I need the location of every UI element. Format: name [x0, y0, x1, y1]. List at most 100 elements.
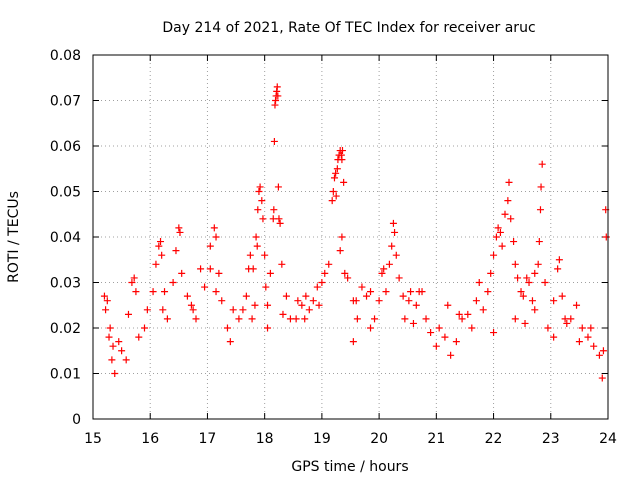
- data-point: [212, 288, 220, 296]
- data-point: [352, 297, 360, 305]
- data-point: [452, 338, 460, 346]
- data-point: [325, 260, 333, 268]
- data-point: [578, 324, 586, 332]
- data-point: [407, 288, 415, 296]
- data-point: [363, 292, 371, 300]
- data-point: [523, 274, 531, 282]
- data-point: [130, 274, 138, 282]
- data-point: [338, 156, 346, 164]
- data-point: [375, 297, 383, 305]
- data-point: [344, 274, 352, 282]
- data-point: [458, 315, 466, 323]
- data-point: [392, 251, 400, 259]
- data-point: [141, 324, 148, 332]
- y-tick-label: 0.01: [50, 367, 81, 383]
- data-point: [595, 351, 603, 359]
- data-point: [484, 288, 492, 296]
- x-tick-label: 24: [599, 431, 617, 447]
- data-point: [550, 297, 558, 305]
- y-tick-label: 0.07: [50, 94, 81, 110]
- data-point: [349, 338, 357, 346]
- data-point: [507, 215, 515, 223]
- data-point: [103, 297, 111, 305]
- data-point: [490, 251, 498, 259]
- data-point: [541, 279, 549, 286]
- data-point: [242, 292, 250, 300]
- data-point: [358, 283, 366, 291]
- data-point: [517, 288, 525, 296]
- data-point: [318, 279, 326, 286]
- x-tick-label: 23: [542, 431, 560, 447]
- data-point: [254, 206, 262, 214]
- data-point: [266, 269, 274, 277]
- data-point: [258, 197, 266, 205]
- data-point: [444, 301, 452, 309]
- data-point: [412, 301, 420, 309]
- data-point: [521, 319, 529, 327]
- data-point: [105, 333, 113, 341]
- data-point: [315, 301, 323, 309]
- data-point: [158, 251, 166, 259]
- data-point: [159, 306, 167, 314]
- data-point: [505, 178, 513, 186]
- data-point: [132, 288, 140, 296]
- data-point: [598, 374, 606, 382]
- data-point: [169, 279, 177, 286]
- data-point: [215, 269, 223, 277]
- y-tick-label: 0.04: [50, 230, 81, 246]
- data-point: [163, 315, 171, 323]
- chart-title: Day 214 of 2021, Rate Of TEC Index for r…: [162, 20, 535, 36]
- data-point: [155, 242, 163, 250]
- data-point: [367, 288, 375, 296]
- data-point: [544, 324, 552, 332]
- data-point: [573, 301, 581, 309]
- data-point: [253, 242, 261, 250]
- x-tick-label: 19: [313, 431, 331, 447]
- data-point: [294, 297, 302, 305]
- data-point: [330, 174, 338, 182]
- data-point: [309, 297, 317, 305]
- data-point: [206, 265, 214, 273]
- x-tick-label: 21: [427, 431, 445, 447]
- y-tick-label: 0.08: [50, 48, 81, 64]
- data-point: [229, 306, 237, 314]
- data-point: [599, 347, 607, 355]
- data-point: [511, 315, 519, 323]
- y-tick-label: 0.02: [50, 321, 81, 337]
- data-point: [262, 283, 270, 291]
- data-point: [492, 233, 500, 241]
- data-point: [270, 206, 278, 214]
- data-point: [590, 342, 598, 350]
- data-point: [328, 197, 336, 205]
- data-point: [175, 224, 183, 232]
- plot-frame: [92, 54, 609, 420]
- data-point: [178, 269, 186, 277]
- data-point: [278, 260, 286, 268]
- data-point: [385, 260, 393, 268]
- data-point: [332, 169, 340, 177]
- data-point: [111, 370, 119, 377]
- data-point: [100, 292, 108, 300]
- data-point: [563, 319, 571, 327]
- data-point: [206, 242, 214, 250]
- data-point: [108, 356, 116, 364]
- grid-lines: [93, 55, 608, 419]
- data-point: [367, 324, 375, 332]
- data-point: [435, 324, 443, 332]
- data-point: [212, 233, 220, 241]
- data-point: [514, 274, 522, 282]
- data-point: [183, 292, 191, 300]
- data-point: [274, 92, 282, 100]
- data-point: [399, 292, 407, 300]
- data-point: [223, 324, 231, 332]
- data-point: [418, 288, 426, 296]
- data-point: [282, 292, 290, 300]
- data-point: [391, 228, 399, 236]
- data-point: [246, 251, 254, 259]
- data-point: [554, 265, 562, 273]
- data-point: [143, 306, 151, 314]
- data-point: [472, 297, 480, 305]
- y-tick-label: 0: [72, 412, 81, 428]
- data-point: [251, 301, 259, 309]
- data-point: [468, 324, 476, 332]
